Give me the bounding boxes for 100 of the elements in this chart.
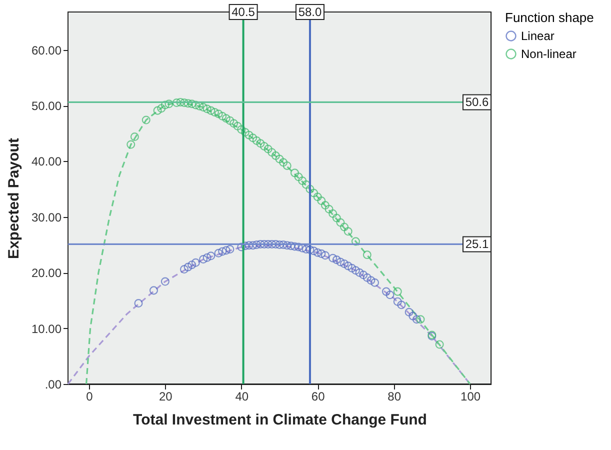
point xyxy=(351,266,360,275)
point xyxy=(279,158,288,167)
point xyxy=(149,286,158,295)
point xyxy=(386,290,394,300)
point xyxy=(184,99,192,108)
y-tick-label: 40.00 xyxy=(31,154,62,169)
x-tick-label: 40 xyxy=(235,390,249,404)
point xyxy=(404,308,414,316)
point xyxy=(408,312,418,320)
point xyxy=(359,270,368,280)
point xyxy=(275,154,284,164)
point xyxy=(317,249,326,258)
point xyxy=(282,161,292,170)
point xyxy=(237,125,246,134)
point xyxy=(214,110,223,118)
legend-label: Linear xyxy=(521,29,554,43)
point xyxy=(328,209,338,218)
point xyxy=(260,240,269,248)
point xyxy=(222,246,230,255)
point xyxy=(306,184,314,194)
point xyxy=(313,248,322,257)
point xyxy=(340,222,349,232)
point xyxy=(222,114,230,123)
x-tick-label: 60 xyxy=(311,390,326,404)
point xyxy=(370,278,380,287)
point xyxy=(256,139,265,148)
point xyxy=(324,204,334,214)
point xyxy=(268,240,276,248)
ref-line-label: 25.1 xyxy=(465,237,489,252)
point xyxy=(382,287,390,296)
y-axis-title: Expected Payout xyxy=(5,138,22,259)
point xyxy=(351,237,360,246)
x-tick-label: 100 xyxy=(460,390,481,404)
y-tick-label: 50.00 xyxy=(31,99,62,114)
legend-label: Non-linear xyxy=(521,47,576,61)
point xyxy=(191,258,200,267)
point xyxy=(180,98,188,108)
point xyxy=(252,240,261,250)
point xyxy=(230,119,238,128)
point xyxy=(134,299,143,308)
point xyxy=(290,242,299,251)
point xyxy=(294,242,303,252)
point xyxy=(153,106,162,115)
point xyxy=(130,132,139,141)
point xyxy=(332,214,341,222)
point xyxy=(218,112,227,120)
point xyxy=(294,172,303,182)
point xyxy=(366,276,376,285)
point xyxy=(275,240,284,250)
point xyxy=(226,244,234,254)
point xyxy=(180,265,188,274)
point xyxy=(199,255,208,264)
point xyxy=(244,241,254,250)
point xyxy=(344,262,352,270)
point xyxy=(320,251,330,260)
point xyxy=(332,256,341,264)
y-tick-label: 20.00 xyxy=(31,266,62,280)
point xyxy=(328,254,338,262)
point xyxy=(268,148,276,157)
point xyxy=(172,98,181,108)
point xyxy=(340,259,349,268)
point xyxy=(240,242,250,250)
point xyxy=(290,168,299,178)
point xyxy=(362,250,372,260)
point xyxy=(240,128,250,137)
point xyxy=(206,106,216,115)
y-tick-label: 30.00 xyxy=(31,210,62,224)
point xyxy=(298,176,307,185)
point xyxy=(282,241,292,250)
point xyxy=(233,122,242,130)
point xyxy=(160,100,170,110)
point xyxy=(206,252,216,260)
point xyxy=(202,104,212,114)
y-tick-label: .00 xyxy=(44,378,62,392)
point xyxy=(252,136,261,145)
point xyxy=(279,240,288,250)
y-tick-label: 10.00 xyxy=(31,322,62,336)
legend-title: Function shape xyxy=(505,10,594,25)
point xyxy=(348,264,356,272)
point xyxy=(336,218,345,227)
point xyxy=(164,100,174,108)
point xyxy=(260,142,269,150)
ref-line-label: 40.5 xyxy=(232,5,256,19)
point xyxy=(160,277,170,286)
point xyxy=(176,98,185,106)
point xyxy=(202,253,212,262)
point xyxy=(271,240,280,248)
point xyxy=(248,241,258,250)
point xyxy=(264,144,272,154)
point xyxy=(184,262,192,272)
point xyxy=(362,273,372,282)
point xyxy=(214,248,223,258)
point xyxy=(320,200,330,210)
point xyxy=(435,340,444,349)
point xyxy=(306,246,314,254)
ref-line-label: 50.6 xyxy=(465,95,489,110)
point xyxy=(191,100,200,110)
point xyxy=(344,227,352,236)
ref-line-label: 58.0 xyxy=(298,5,322,19)
point xyxy=(199,102,208,112)
